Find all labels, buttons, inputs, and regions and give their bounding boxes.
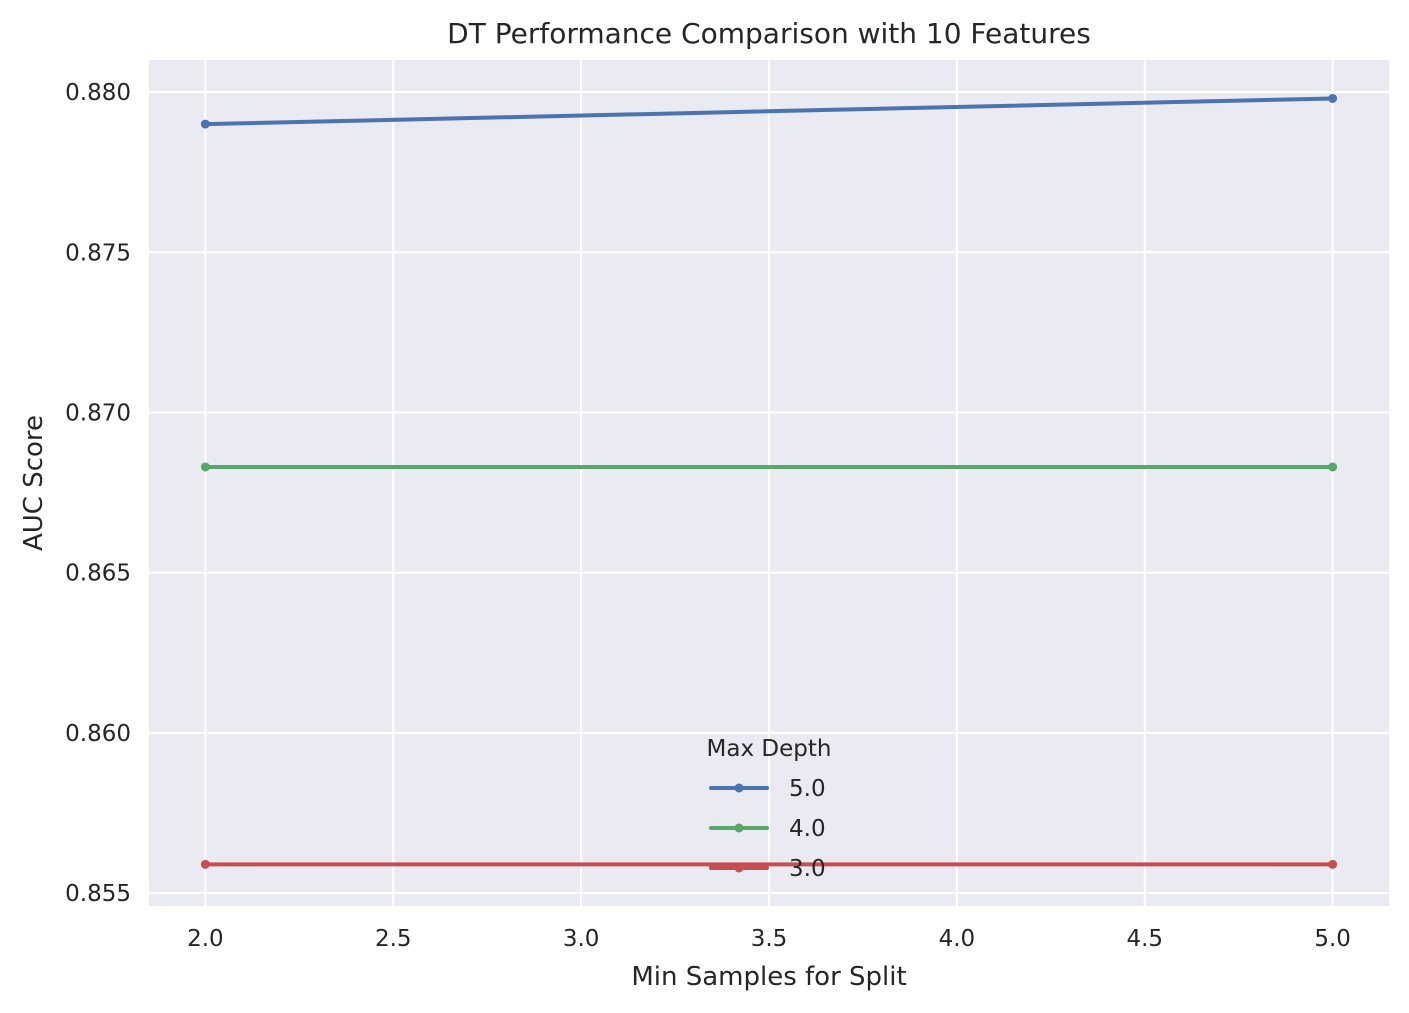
legend-item: 5.0 <box>709 776 826 802</box>
series-3.0 <box>200 859 1338 869</box>
y-tick-label: 0.875 <box>65 240 131 266</box>
legend-label: 4.0 <box>789 816 826 842</box>
y-tick-label: 0.865 <box>65 561 131 587</box>
x-axis-label: Min Samples for Split <box>631 962 906 992</box>
y-axis-ticks: 0.855 0.860 0.865 0.870 0.875 0.880 <box>65 80 131 907</box>
legend-marker <box>734 823 744 833</box>
x-tick-label: 2.0 <box>187 926 224 952</box>
x-tick-label: 5.0 <box>1314 926 1351 952</box>
data-point <box>1328 93 1338 103</box>
data-point <box>200 119 210 129</box>
legend-title: Max Depth <box>707 736 832 762</box>
series-5.0 <box>200 93 1338 129</box>
y-axis-label: AUC Score <box>19 415 49 551</box>
legend-item: 3.0 <box>709 856 826 882</box>
legend: Max Depth 5.0 4.0 3.0 <box>707 736 832 882</box>
x-tick-label: 4.5 <box>1126 926 1163 952</box>
x-tick-label: 3.5 <box>751 926 788 952</box>
data-point <box>1328 462 1338 472</box>
legend-marker <box>734 783 744 793</box>
x-axis-ticks: 2.0 2.5 3.0 3.5 4.0 4.5 5.0 <box>187 926 1351 952</box>
series-layer <box>200 93 1338 869</box>
y-tick-label: 0.855 <box>65 881 131 907</box>
chart-title: DT Performance Comparison with 10 Featur… <box>447 17 1091 50</box>
grid <box>149 60 1389 906</box>
data-point <box>200 462 210 472</box>
legend-marker <box>734 863 744 873</box>
data-point <box>200 859 210 869</box>
legend-label: 3.0 <box>789 856 826 882</box>
legend-label: 5.0 <box>789 776 826 802</box>
x-tick-label: 4.0 <box>939 926 976 952</box>
x-tick-label: 3.0 <box>563 926 600 952</box>
legend-item: 4.0 <box>709 816 826 842</box>
y-tick-label: 0.870 <box>65 401 131 427</box>
series-line <box>203 96 1335 127</box>
x-tick-label: 2.5 <box>375 926 412 952</box>
data-point <box>1328 859 1338 869</box>
series-4.0 <box>200 462 1338 472</box>
y-tick-label: 0.880 <box>65 80 131 106</box>
y-tick-label: 0.860 <box>65 721 131 747</box>
